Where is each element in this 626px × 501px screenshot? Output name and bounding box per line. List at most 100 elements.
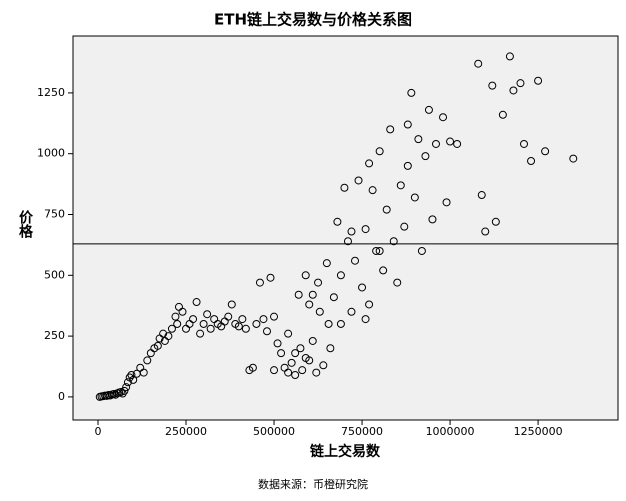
y-tick-label: 250 xyxy=(44,329,65,342)
point xyxy=(314,278,323,287)
x-tick-label: 500000 xyxy=(253,425,295,438)
point xyxy=(375,246,384,255)
point xyxy=(386,125,395,134)
point xyxy=(368,186,377,195)
x-tick-label: 250000 xyxy=(165,425,207,438)
chart-title: ETH链上交易数与价格关系图 xyxy=(214,11,412,29)
point xyxy=(326,344,335,353)
point xyxy=(569,154,578,163)
point xyxy=(527,157,536,166)
point xyxy=(178,307,187,316)
point xyxy=(421,152,430,161)
x-tick-label: 1250000 xyxy=(514,425,563,438)
point xyxy=(305,300,314,309)
point xyxy=(351,256,360,265)
point xyxy=(308,336,317,345)
point xyxy=(266,273,275,282)
point xyxy=(505,52,514,61)
y-tick-label: 1000 xyxy=(37,147,65,160)
point xyxy=(171,312,180,321)
point xyxy=(417,246,426,255)
x-tick-label: 1000000 xyxy=(426,425,475,438)
point xyxy=(291,349,300,358)
point xyxy=(273,339,282,348)
point xyxy=(120,386,129,395)
point xyxy=(393,278,402,287)
point xyxy=(431,139,440,148)
point xyxy=(308,290,317,299)
point xyxy=(354,176,363,185)
point xyxy=(322,259,331,268)
point xyxy=(382,205,391,214)
point xyxy=(534,76,543,85)
point xyxy=(389,237,398,246)
point xyxy=(277,349,286,358)
point xyxy=(284,329,293,338)
point xyxy=(116,388,125,397)
point xyxy=(446,137,455,146)
point xyxy=(403,161,412,170)
point xyxy=(396,181,405,190)
point xyxy=(270,312,279,321)
y-tick-label: 1250 xyxy=(37,86,65,99)
point xyxy=(347,307,356,316)
point xyxy=(164,332,173,341)
point xyxy=(491,217,500,226)
point xyxy=(153,341,162,350)
point xyxy=(255,278,264,287)
point xyxy=(298,366,307,375)
point xyxy=(238,315,247,324)
point xyxy=(509,86,518,95)
point xyxy=(129,375,138,384)
point xyxy=(453,139,462,148)
point xyxy=(224,312,233,321)
point xyxy=(167,324,176,333)
source-note: 数据来源：币橙研究院 xyxy=(258,477,368,491)
point xyxy=(477,191,486,200)
point xyxy=(143,356,152,365)
point xyxy=(234,322,243,331)
point xyxy=(329,293,338,302)
point xyxy=(424,105,433,114)
point xyxy=(206,324,215,333)
point xyxy=(241,324,250,333)
point xyxy=(262,327,271,336)
point xyxy=(407,88,416,97)
point xyxy=(372,246,381,255)
point xyxy=(361,315,370,324)
point xyxy=(414,135,423,144)
point xyxy=(516,79,525,88)
plot-area xyxy=(72,35,619,421)
point xyxy=(333,217,342,226)
point xyxy=(488,81,497,90)
point xyxy=(319,361,328,370)
point xyxy=(270,366,279,375)
point xyxy=(315,307,324,316)
point xyxy=(284,368,293,377)
point xyxy=(127,371,136,380)
point xyxy=(400,222,409,231)
point xyxy=(474,59,483,68)
point xyxy=(439,113,448,122)
point xyxy=(358,283,367,292)
y-tick-label: 750 xyxy=(44,208,65,221)
point xyxy=(343,237,352,246)
point xyxy=(347,227,356,236)
point xyxy=(259,315,268,324)
x-tick-label: 750000 xyxy=(341,425,383,438)
y-tick-label: 500 xyxy=(44,268,65,281)
point xyxy=(287,358,296,367)
point xyxy=(106,391,115,400)
point xyxy=(291,371,300,380)
point xyxy=(294,290,303,299)
point xyxy=(336,271,345,280)
x-tick-label: 0 xyxy=(94,425,101,438)
point xyxy=(301,271,310,280)
point xyxy=(403,120,412,129)
point xyxy=(336,319,345,328)
point xyxy=(428,215,437,224)
point xyxy=(498,110,507,119)
point xyxy=(312,368,321,377)
point xyxy=(361,225,370,234)
